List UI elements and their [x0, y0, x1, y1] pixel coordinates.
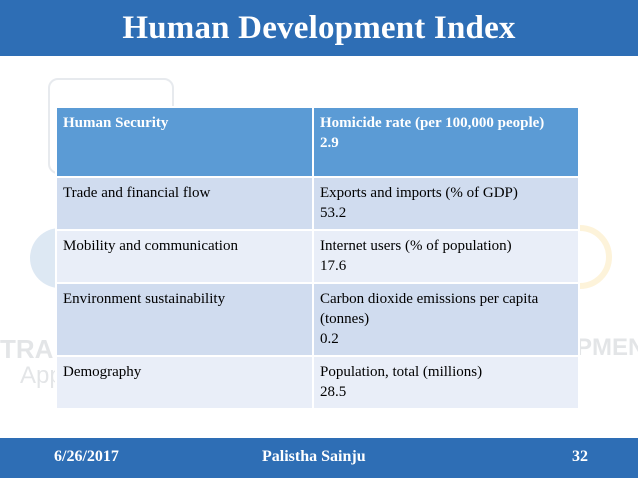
footer-date: 6/26/2017 — [54, 448, 119, 465]
row-metric-cell: Exports and imports (% of GDP) 53.2 — [312, 176, 580, 231]
footer-bar: 6/26/2017 Palistha Sainju 32 — [0, 438, 638, 478]
footer-page-number: 32 — [572, 448, 588, 465]
row-metric: Exports and imports (% of GDP) — [320, 185, 518, 201]
table-header-metric-cell: Homicide rate (per 100,000 people) 2.9 — [312, 106, 580, 178]
table-row: Environment sustainability Carbon dioxid… — [55, 282, 580, 357]
row-metric-cell: Carbon dioxide emissions per capita (ton… — [312, 282, 580, 357]
table-header-category: Human Security — [55, 106, 314, 178]
title-bar: Human Development Index — [0, 0, 638, 56]
row-metric-cell: Population, total (millions) 28.5 — [312, 355, 580, 410]
row-category: Environment sustainability — [55, 282, 314, 357]
table-row: Trade and financial flow Exports and imp… — [55, 176, 580, 231]
table-header-value: 2.9 — [320, 135, 339, 151]
footer-author: Palistha Sainju — [262, 448, 366, 465]
row-metric: Carbon dioxide emissions per capita (ton… — [320, 291, 539, 327]
row-category: Mobility and communication — [55, 229, 314, 284]
row-category: Trade and financial flow — [55, 176, 314, 231]
row-value: 53.2 — [320, 205, 347, 221]
hdi-indicator-table: Human Security Homicide rate (per 100,00… — [55, 106, 580, 410]
row-value: 28.5 — [320, 384, 347, 400]
table-header-row: Human Security Homicide rate (per 100,00… — [55, 106, 580, 178]
row-value: 17.6 — [320, 258, 347, 274]
table-header-metric: Homicide rate (per 100,000 people) — [320, 115, 545, 131]
table-row: Mobility and communication Internet user… — [55, 229, 580, 284]
slide-title: Human Development Index — [122, 9, 516, 46]
row-metric: Internet users (% of population) — [320, 238, 512, 254]
row-metric-cell: Internet users (% of population) 17.6 — [312, 229, 580, 284]
row-metric: Population, total (millions) — [320, 364, 483, 380]
row-value: 0.2 — [320, 331, 339, 347]
row-category: Demography — [55, 355, 314, 410]
background-watermark-text-right: PMENT — [576, 334, 638, 361]
table-row: Demography Population, total (millions) … — [55, 355, 580, 410]
